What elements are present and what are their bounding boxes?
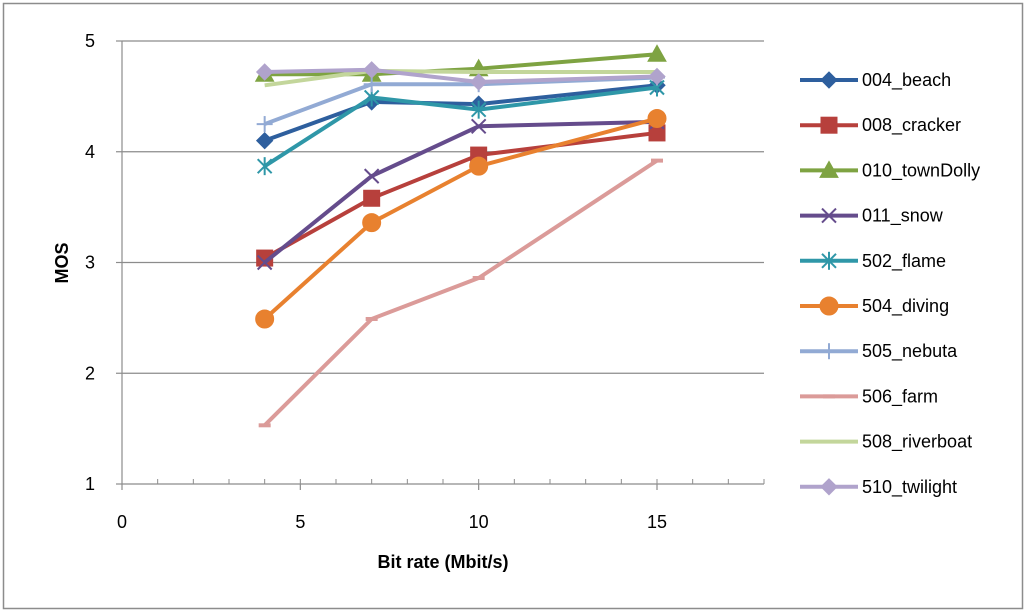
- legend-item: 504_diving: [800, 296, 949, 317]
- grid: [122, 40, 764, 374]
- data-point: [647, 109, 667, 129]
- legend-item: 506_farm: [800, 386, 938, 407]
- legend-label: 010_townDolly: [862, 160, 980, 181]
- x-axis-title: Bit rate (Mbit/s): [377, 552, 508, 572]
- x-tick-label: 5: [295, 512, 305, 532]
- data-point-stroke: [256, 254, 273, 271]
- legend-label: 504_diving: [862, 296, 949, 317]
- legend-marker: [819, 296, 839, 316]
- data-point: [648, 67, 666, 86]
- legend-label: 011_snow: [862, 206, 944, 227]
- legend-item: 508_riverboat: [800, 432, 972, 453]
- legend-item: 505_nebuta: [800, 341, 958, 362]
- legend-marker-stroke: [821, 207, 837, 224]
- legend-item: 004_beach: [800, 70, 951, 91]
- legend-marker: [821, 251, 837, 270]
- data-point: [256, 116, 273, 133]
- data-point: [363, 76, 380, 93]
- x-tick-label: 15: [647, 512, 667, 532]
- data-point: [469, 156, 489, 176]
- x-tick-label: 10: [469, 512, 489, 532]
- legend-label: 506_farm: [862, 386, 938, 407]
- data-point: [256, 157, 273, 176]
- legend-item: 502_flame: [800, 251, 946, 272]
- series-508_riverboat: [264, 68, 657, 88]
- data-point: [647, 44, 667, 62]
- data-point: [362, 213, 382, 233]
- series-510_twilight: [255, 61, 666, 91]
- series-011_snow: [256, 114, 665, 271]
- series-line: [263, 116, 658, 321]
- legend-label: 510_twilight: [862, 477, 957, 498]
- y-tick-label: 4: [85, 142, 95, 162]
- data-point: [255, 131, 274, 150]
- legend-marker: [821, 207, 837, 224]
- series-line: [263, 158, 659, 427]
- series-layer: [254, 44, 667, 428]
- data-point: [362, 61, 381, 79]
- legend-item: 510_twilight: [800, 477, 957, 498]
- y-tick-label: 1: [85, 474, 95, 494]
- data-point: [470, 118, 487, 134]
- axes: 1 2 3 4 5 0 5 10 15: [85, 31, 765, 532]
- series-line: [263, 85, 658, 168]
- legend-label: 004_beach: [862, 70, 951, 91]
- series-line: [264, 68, 657, 88]
- data-point: [470, 100, 487, 119]
- data-point: [363, 189, 381, 207]
- legend-item: 010_townDolly: [800, 160, 980, 181]
- data-point: [363, 168, 380, 184]
- series-line: [264, 67, 658, 84]
- legend-marker: [820, 478, 838, 496]
- legend-label: 505_nebuta: [862, 341, 958, 362]
- legend-marker: [820, 116, 838, 134]
- y-axis-title: MOS: [52, 242, 72, 283]
- legend-marker: [820, 71, 838, 89]
- series-line: [263, 119, 658, 265]
- legend-label: 008_cracker: [862, 115, 961, 136]
- data-point-stroke: [470, 118, 487, 134]
- data-point: [256, 254, 273, 271]
- y-tick-label: 2: [85, 363, 95, 383]
- legend-marker: [821, 343, 837, 360]
- y-tick-label: 5: [85, 31, 95, 51]
- legend: 004_beach 008_cracker 010_townDolly 011_sno…: [800, 70, 980, 498]
- series-504_diving: [255, 109, 667, 329]
- legend-item: 008_cracker: [800, 115, 961, 136]
- data-point: [469, 73, 488, 91]
- data-point: [255, 63, 274, 81]
- legend-item: 011_snow: [800, 206, 944, 227]
- x-tick-label: 0: [117, 512, 127, 532]
- legend-marker: [819, 160, 839, 178]
- data-point-stroke: [363, 168, 380, 184]
- series-502_flame: [256, 78, 665, 176]
- legend-label: 502_flame: [862, 251, 946, 272]
- data-point: [255, 309, 275, 329]
- series-506_farm: [258, 158, 663, 428]
- y-tick-label: 3: [85, 253, 95, 273]
- legend-label: 508_riverboat: [862, 432, 972, 453]
